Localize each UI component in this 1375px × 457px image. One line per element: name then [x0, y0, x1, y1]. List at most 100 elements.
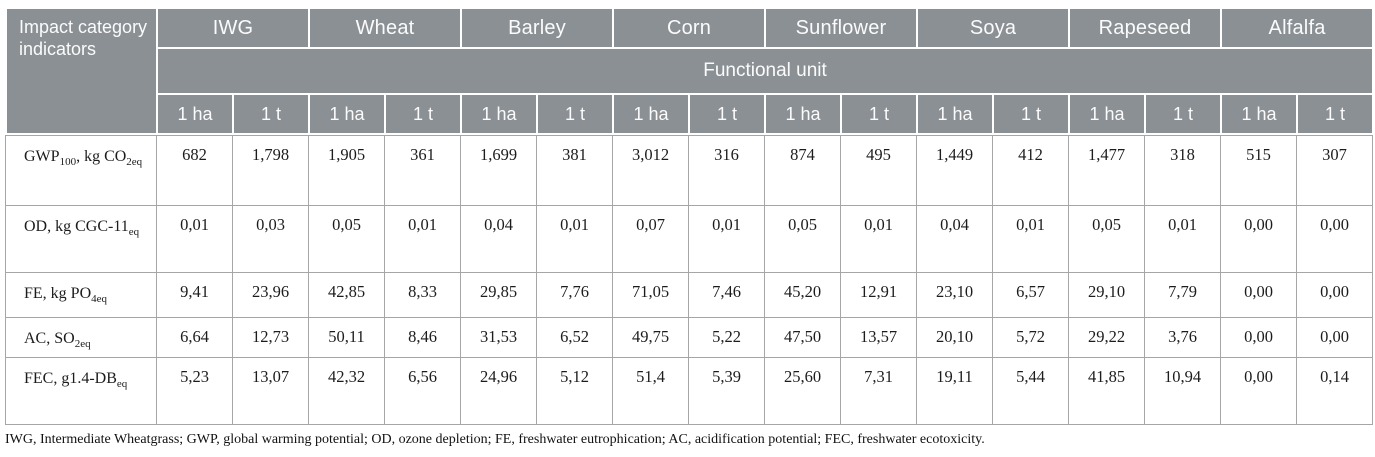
- crop-header-sunflower: Sunflower: [764, 7, 919, 49]
- value-cell: 0,00: [1296, 272, 1373, 318]
- value-cell: 1,477: [1068, 135, 1145, 206]
- value-cell: 874: [764, 135, 841, 206]
- value-cell: 0,01: [536, 205, 613, 273]
- value-cell: 7,79: [1144, 272, 1221, 318]
- impact-table: Impact category indicators IWG Wheat Bar…: [5, 7, 1375, 425]
- crop-header-rapeseed: Rapeseed: [1068, 7, 1223, 49]
- value-cell: 1,699: [460, 135, 537, 206]
- row-label: FE, kg PO4eq: [5, 272, 157, 318]
- value-cell: 381: [536, 135, 613, 206]
- value-cell: 9,41: [156, 272, 233, 318]
- value-cell: 42,85: [308, 272, 385, 318]
- value-cell: 307: [1296, 135, 1373, 206]
- value-cell: 6,52: [536, 317, 613, 358]
- crop-header-soya: Soya: [916, 7, 1071, 49]
- value-cell: 0,01: [156, 205, 233, 273]
- unit-header: 1 t: [688, 93, 767, 135]
- table-row-od: OD, kg CGC-11eq 0,01 0,03 0,05 0,01 0,04…: [5, 205, 1373, 273]
- crop-header-corn: Corn: [612, 7, 767, 49]
- unit-header: 1 ha: [612, 93, 691, 135]
- value-cell: 0,00: [1296, 205, 1373, 273]
- value-cell: 0,03: [232, 205, 309, 273]
- unit-header: 1 t: [232, 93, 310, 135]
- value-cell: 6,56: [384, 357, 461, 425]
- crop-header-barley: Barley: [459, 7, 615, 49]
- value-cell: 1,798: [232, 135, 309, 206]
- value-cell: 29,10: [1068, 272, 1145, 318]
- value-cell: 50,11: [308, 317, 385, 358]
- crop-header-iwg: IWG: [156, 7, 310, 49]
- row-label: OD, kg CGC-11eq: [5, 205, 157, 273]
- table-row-ac: AC, SO2eq 6,64 12,73 50,11 8,46 31,53 6,…: [5, 317, 1373, 358]
- value-cell: 12,73: [232, 317, 309, 358]
- value-cell: 5,23: [156, 357, 233, 425]
- value-cell: 0,04: [460, 205, 537, 273]
- unit-header: 1 ha: [1068, 93, 1147, 135]
- value-cell: 3,012: [612, 135, 689, 206]
- value-cell: 412: [992, 135, 1069, 206]
- value-cell: 0,01: [992, 205, 1069, 273]
- value-cell: 5,39: [688, 357, 765, 425]
- value-cell: 12,91: [840, 272, 917, 318]
- value-cell: 1,905: [308, 135, 385, 206]
- value-cell: 24,96: [460, 357, 537, 425]
- value-cell: 0,14: [1296, 357, 1373, 425]
- value-cell: 0,01: [688, 205, 765, 273]
- table-row-gwp: GWP100, kg CO2eq 682 1,798 1,905 361 1,6…: [5, 135, 1373, 206]
- value-cell: 515: [1220, 135, 1297, 206]
- value-cell: 0,00: [1220, 357, 1297, 425]
- value-cell: 42,32: [308, 357, 385, 425]
- table-footnote: IWG, Intermediate Wheatgrass; GWP, globa…: [5, 432, 985, 447]
- unit-header: 1 t: [840, 93, 919, 135]
- value-cell: 0,00: [1220, 205, 1297, 273]
- unit-header: 1 t: [1296, 93, 1375, 135]
- value-cell: 6,57: [992, 272, 1069, 318]
- value-cell: 682: [156, 135, 233, 206]
- value-cell: 6,64: [156, 317, 233, 358]
- value-cell: 7,46: [688, 272, 765, 318]
- value-cell: 31,53: [460, 317, 537, 358]
- value-cell: 0,00: [1220, 317, 1297, 358]
- value-cell: 5,22: [688, 317, 765, 358]
- value-cell: 10,94: [1144, 357, 1221, 425]
- corner-header-cell: Impact category indicators: [5, 7, 158, 135]
- unit-header: 1 ha: [764, 93, 843, 135]
- unit-header: 1 t: [992, 93, 1071, 135]
- value-cell: 318: [1144, 135, 1221, 206]
- unit-header: 1 ha: [308, 93, 386, 135]
- value-cell: 47,50: [764, 317, 841, 358]
- value-cell: 7,31: [840, 357, 917, 425]
- value-cell: 25,60: [764, 357, 841, 425]
- value-cell: 8,33: [384, 272, 461, 318]
- value-cell: 0,05: [1068, 205, 1145, 273]
- table-row-fe: FE, kg PO4eq 9,41 23,96 42,85 8,33 29,85…: [5, 272, 1373, 318]
- unit-header: 1 ha: [916, 93, 995, 135]
- value-cell: 45,20: [764, 272, 841, 318]
- value-cell: 13,07: [232, 357, 309, 425]
- value-cell: 0,00: [1296, 317, 1373, 358]
- table-header: Impact category indicators IWG Wheat Bar…: [5, 7, 1375, 135]
- row-label: GWP100, kg CO2eq: [5, 135, 157, 206]
- value-cell: 0,05: [308, 205, 385, 273]
- value-cell: 0,00: [1220, 272, 1297, 318]
- value-cell: 23,96: [232, 272, 309, 318]
- value-cell: 0,01: [840, 205, 917, 273]
- row-label: FEC, g1.4-DBeq: [5, 357, 157, 425]
- value-cell: 29,22: [1068, 317, 1145, 358]
- unit-header: 1 t: [1144, 93, 1223, 135]
- value-cell: 23,10: [916, 272, 993, 318]
- value-cell: 361: [384, 135, 461, 206]
- table-body: GWP100, kg CO2eq 682 1,798 1,905 361 1,6…: [5, 135, 1373, 425]
- unit-header: 1 t: [535, 93, 615, 135]
- value-cell: 495: [840, 135, 917, 206]
- crop-header-alfalfa: Alfalfa: [1220, 7, 1375, 49]
- value-cell: 71,05: [612, 272, 689, 318]
- value-cell: 13,57: [840, 317, 917, 358]
- value-cell: 41,85: [1068, 357, 1145, 425]
- unit-header: 1 ha: [156, 93, 234, 135]
- value-cell: 1,449: [916, 135, 993, 206]
- functional-unit-header: Functional unit: [155, 47, 1375, 95]
- value-cell: 0,01: [384, 205, 461, 273]
- value-cell: 49,75: [612, 317, 689, 358]
